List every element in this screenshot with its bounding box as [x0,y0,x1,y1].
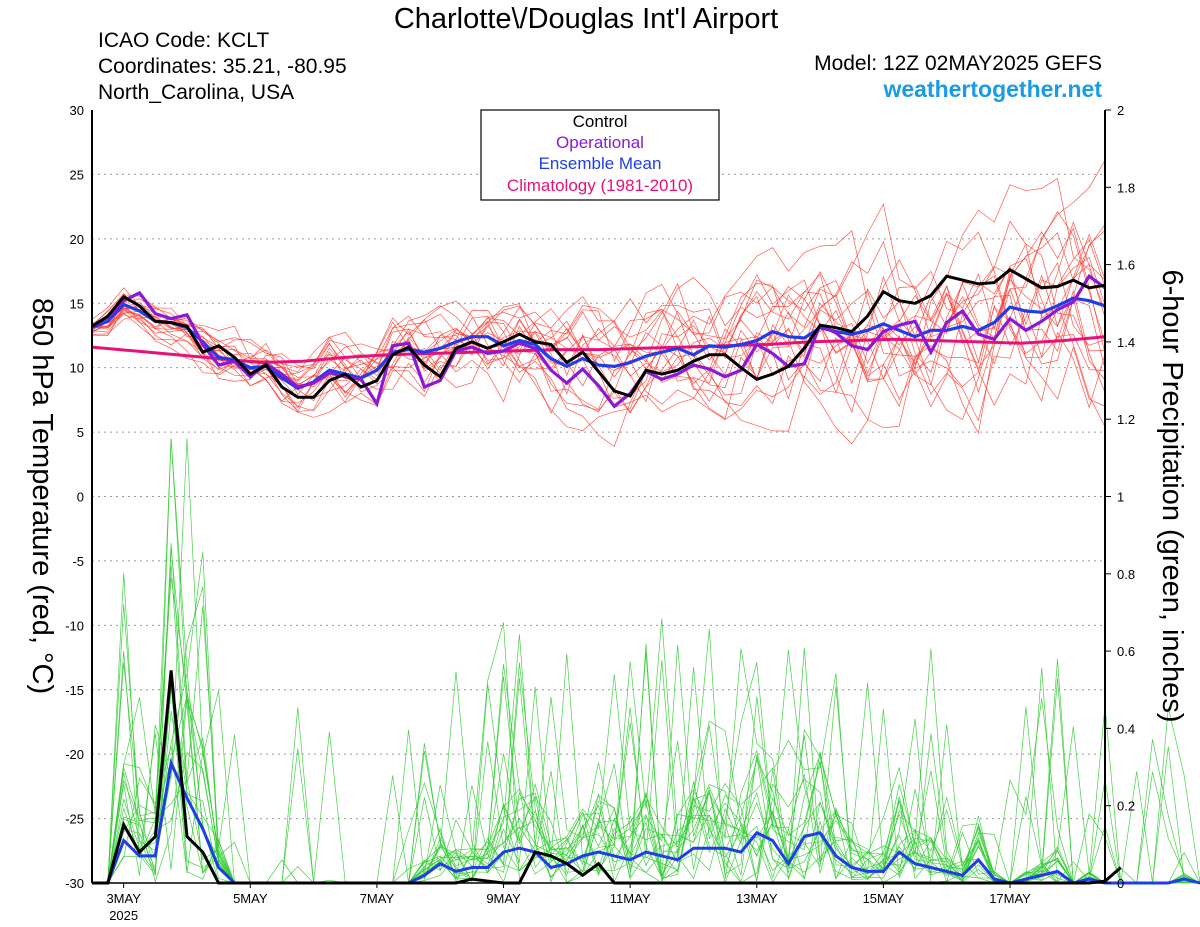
precip-member-line [92,572,1200,884]
y2-tick-label: 1.2 [1117,412,1135,427]
precip-member-line [92,648,1200,884]
y2-tick-label: 0.4 [1117,721,1135,736]
y-axis-label: 850 hPa Temperature (red, °C) [26,298,58,694]
temperature-member-line [91,258,1106,448]
precip-member-line [92,618,1200,884]
y-tick-label: 20 [70,232,84,247]
legend-ensemble-mean: Ensemble Mean [539,154,662,173]
axes: 302520151050-5-10-15-20-25-3021.81.61.41… [65,103,1135,923]
legend: Control Operational Ensemble Mean Climat… [480,109,720,201]
y-tick-label: -25 [65,812,84,827]
y2-tick-label: 1 [1117,490,1124,505]
chart-title: Charlotte\/Douglas Int'l Airport [394,3,778,35]
temperature-member-lines [91,160,1106,448]
temperature-member-line [91,221,1106,407]
y-tick-label: -10 [65,618,84,633]
temperature-member-line [91,233,1106,429]
precip-member-line [92,647,1200,884]
precip-member-line [92,549,1200,884]
legend-control: Control [573,112,628,131]
x-tick-label: 11MAY [610,891,651,906]
y2-tick-label: 0.8 [1117,567,1135,582]
y-tick-label: 15 [70,296,84,311]
x-tick-label: 13MAY [736,891,778,906]
x-tick-label: 7MAY [360,891,395,906]
y2-tick-label: 1.8 [1117,180,1135,195]
gridlines [92,173,1105,820]
y2-tick-label: 0 [1117,876,1124,891]
icao-code: ICAO Code: KCLT [98,29,269,52]
temperature-member-line [91,265,1106,420]
temperature-member-line [91,243,1106,418]
coordinates: Coordinates: 35.21, -80.95 [98,55,347,78]
temperature-member-line [91,239,1106,445]
precip-member-line [92,643,1200,884]
region: North_Carolina, USA [98,81,294,104]
y2-tick-label: 0.2 [1117,799,1135,814]
temperature-member-line [91,220,1106,428]
x-tick-label: 9MAY [486,891,521,906]
site-link[interactable]: weathertogether.net [882,76,1102,102]
precip-member-line [92,565,1200,884]
y-tick-label: -20 [65,747,84,762]
y-tick-label: 5 [77,425,84,440]
precip-member-line [92,644,1200,884]
temperature-member-line [91,230,1106,388]
temperature-member-line [91,160,1106,435]
x-year-label: 2025 [109,908,138,923]
legend-climatology: Climatology (1981-2010) [507,176,693,195]
y2-tick-label: 0.6 [1117,644,1135,659]
y-tick-label: -5 [72,554,84,569]
model-run: Model: 12Z 02MAY2025 GEFS [814,52,1102,75]
x-tick-label: 5MAY [233,891,268,906]
temperature-member-line [91,227,1106,404]
temperature-member-line [91,230,1106,422]
y2-axis-label: 6-hour Precipitation (green, inches) [1156,270,1188,723]
legend-box [480,109,720,201]
precip-member-line [92,438,1200,884]
y-tick-label: 0 [77,490,84,505]
precip-member-line [92,586,1200,884]
temperature-member-line [91,261,1106,396]
y2-tick-label: 1.4 [1117,335,1135,350]
x-tick-label: 17MAY [989,891,1031,906]
temperature-member-line [91,210,1106,421]
x-tick-label: 15MAY [863,891,905,906]
highlight-lines [91,267,1200,885]
legend-operational: Operational [556,133,644,152]
precip-member-line [92,577,1200,884]
y-tick-label: 10 [70,361,84,376]
y2-tick-label: 1.6 [1117,258,1135,273]
temperature-member-line [91,273,1106,407]
y-tick-label: -15 [65,683,84,698]
x-tick-label: 3MAY [106,891,141,906]
y-tick-label: -30 [65,876,84,891]
temperature-member-line [91,256,1106,400]
temperature-control-line [91,267,1106,399]
precip-member-lines [92,438,1200,884]
precip-member-line [92,551,1200,884]
y2-tick-label: 2 [1117,103,1124,118]
y-tick-label: 30 [70,103,84,118]
y-tick-label: 25 [70,167,84,182]
